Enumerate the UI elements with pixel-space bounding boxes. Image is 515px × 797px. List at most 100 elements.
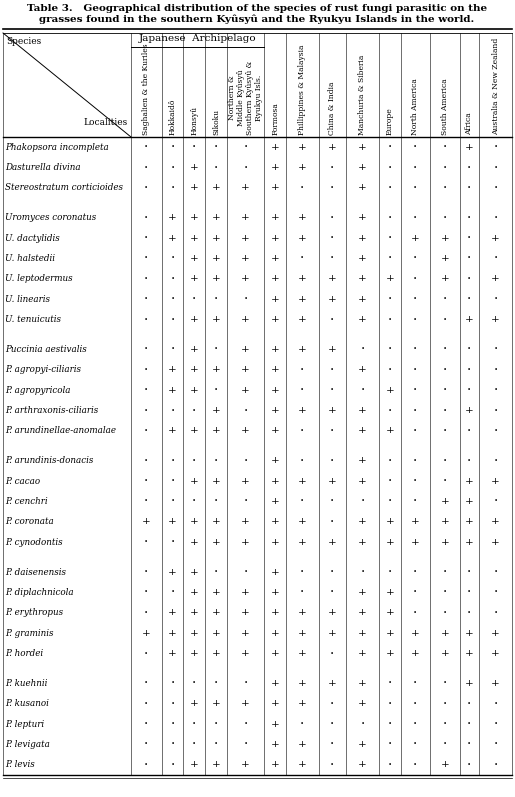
Text: ·: · — [360, 717, 365, 731]
Text: ·: · — [244, 160, 248, 175]
Text: +: + — [241, 345, 250, 354]
Text: +: + — [271, 345, 280, 354]
Text: +: + — [271, 163, 280, 172]
Text: +: + — [271, 365, 280, 375]
Text: +: + — [212, 254, 220, 263]
Text: North America: North America — [411, 78, 419, 135]
Text: ·: · — [443, 312, 447, 327]
Text: +: + — [271, 567, 280, 576]
Text: Sikoku: Sikoku — [212, 109, 220, 135]
Text: ·: · — [244, 565, 248, 579]
Text: +: + — [271, 679, 280, 688]
Text: ·: · — [467, 737, 472, 752]
Text: ·: · — [170, 453, 175, 468]
Text: +: + — [385, 386, 394, 395]
Text: +: + — [358, 538, 367, 547]
Text: +: + — [465, 497, 474, 506]
Text: +: + — [168, 234, 177, 242]
Text: ·: · — [493, 403, 498, 418]
Text: +: + — [168, 608, 177, 618]
Text: ·: · — [493, 140, 498, 154]
Text: +: + — [298, 649, 307, 658]
Text: ·: · — [144, 494, 148, 508]
Text: ·: · — [388, 312, 392, 327]
Text: +: + — [298, 163, 307, 172]
Text: +: + — [271, 629, 280, 638]
Text: ·: · — [170, 343, 175, 356]
Text: ·: · — [388, 252, 392, 265]
Text: South America: South America — [441, 78, 449, 135]
Text: ·: · — [300, 494, 304, 508]
Text: +: + — [142, 517, 151, 526]
Text: +: + — [212, 274, 220, 284]
Text: ·: · — [388, 737, 392, 752]
Text: Species: Species — [6, 37, 41, 46]
Text: +: + — [465, 538, 474, 547]
Text: ·: · — [413, 737, 418, 752]
Text: ·: · — [443, 140, 447, 154]
Text: ·: · — [493, 758, 498, 771]
Text: ·: · — [300, 586, 304, 599]
Text: +: + — [440, 538, 449, 547]
Text: ·: · — [413, 403, 418, 418]
Text: +: + — [358, 679, 367, 688]
Text: +: + — [465, 477, 474, 485]
Text: +: + — [271, 295, 280, 304]
Text: +: + — [328, 345, 337, 354]
Text: +: + — [491, 649, 500, 658]
Text: ·: · — [144, 737, 148, 752]
Text: ·: · — [388, 758, 392, 771]
Text: +: + — [358, 295, 367, 304]
Text: P. arundinis-donacis: P. arundinis-donacis — [5, 457, 93, 465]
Text: ·: · — [388, 677, 392, 690]
Text: ·: · — [413, 272, 418, 286]
Text: +: + — [358, 315, 367, 324]
Text: ·: · — [493, 160, 498, 175]
Text: ·: · — [413, 565, 418, 579]
Text: +: + — [190, 567, 199, 576]
Text: +: + — [271, 517, 280, 526]
Text: ·: · — [144, 343, 148, 356]
Text: +: + — [190, 538, 199, 547]
Text: ·: · — [388, 140, 392, 154]
Text: +: + — [212, 538, 220, 547]
Text: ·: · — [244, 717, 248, 731]
Text: ·: · — [413, 312, 418, 327]
Text: +: + — [440, 497, 449, 506]
Text: +: + — [212, 426, 220, 435]
Text: ·: · — [443, 474, 447, 488]
Text: Localities: Localities — [84, 118, 128, 127]
Text: ·: · — [144, 646, 148, 661]
Text: +: + — [328, 477, 337, 485]
Text: +: + — [271, 386, 280, 395]
Text: +: + — [212, 406, 220, 415]
Text: ·: · — [144, 383, 148, 397]
Text: ·: · — [214, 677, 218, 690]
Text: Phakopsora incompleta: Phakopsora incompleta — [5, 143, 109, 151]
Text: ·: · — [144, 231, 148, 245]
Text: ·: · — [493, 717, 498, 731]
Text: ·: · — [388, 403, 392, 418]
Text: Phillippines & Malaysia: Phillippines & Malaysia — [298, 45, 306, 135]
Text: ·: · — [443, 383, 447, 397]
Text: Europe: Europe — [386, 108, 394, 135]
Text: ·: · — [330, 565, 335, 579]
Text: ·: · — [244, 453, 248, 468]
Text: +: + — [298, 517, 307, 526]
Text: ·: · — [144, 160, 148, 175]
Text: ·: · — [214, 160, 218, 175]
Text: +: + — [440, 274, 449, 284]
Text: ·: · — [493, 292, 498, 306]
Text: +: + — [212, 183, 220, 192]
Text: +: + — [190, 345, 199, 354]
Text: ·: · — [413, 292, 418, 306]
Text: +: + — [298, 143, 307, 151]
Text: ·: · — [388, 474, 392, 488]
Text: ·: · — [388, 231, 392, 245]
Text: ·: · — [413, 758, 418, 771]
Text: +: + — [385, 649, 394, 658]
Text: +: + — [212, 234, 220, 242]
Text: +: + — [298, 234, 307, 242]
Text: ·: · — [170, 312, 175, 327]
Text: +: + — [411, 538, 420, 547]
